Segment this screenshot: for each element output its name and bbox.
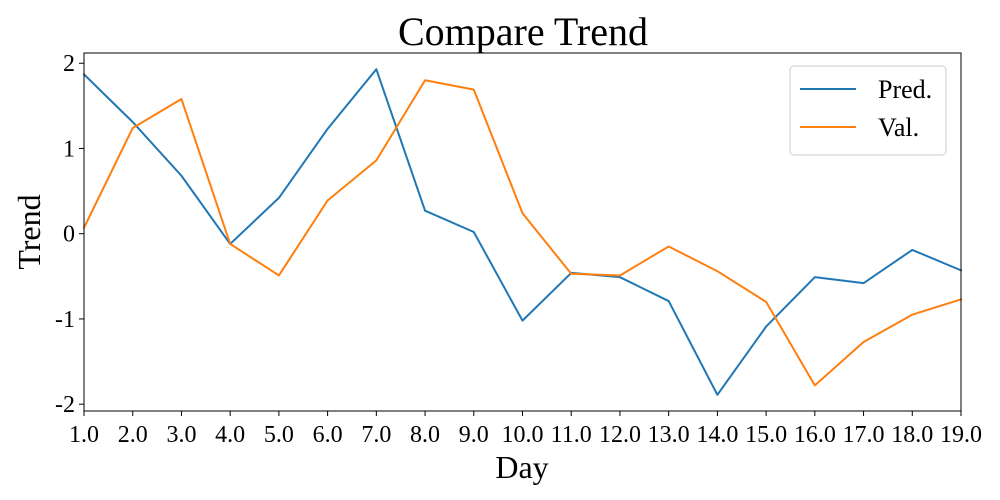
- y-axis: 2 1 0 -1 -2: [55, 51, 84, 418]
- series-line-2: [82, 79, 963, 387]
- x-tick-label: 19.0: [940, 422, 982, 448]
- x-axis: 1.0 2.0 3.0 4.0 5.0 6.0 7.0 8.0 9.0 10.0 11.0 12.0 1…: [69, 411, 982, 448]
- x-tick-label: 9.0: [459, 422, 489, 448]
- x-tick-label: 15.0: [745, 422, 787, 448]
- series-layer: [82, 68, 963, 396]
- x-axis-label: Day: [495, 449, 548, 485]
- y-tick-label: -2: [55, 392, 75, 418]
- chart-title: Compare Trend: [398, 9, 648, 54]
- x-tick-label: 5.0: [264, 422, 294, 448]
- x-tick-label: 2.0: [118, 422, 148, 448]
- x-tick-label: 18.0: [891, 422, 933, 448]
- y-tick-label: -1: [55, 307, 75, 333]
- x-tick-label: 6.0: [313, 422, 343, 448]
- x-tick-label: 4.0: [215, 422, 245, 448]
- y-tick-label: 2: [63, 51, 75, 77]
- x-tick-label: 16.0: [794, 422, 836, 448]
- x-tick-label: 1.0: [69, 422, 99, 448]
- y-tick-label: 0: [63, 222, 75, 248]
- x-tick-label: 8.0: [410, 422, 440, 448]
- x-tick-label: 10.0: [502, 422, 544, 448]
- x-tick-label: 17.0: [843, 422, 885, 448]
- legend-label: Val.: [878, 113, 919, 142]
- legend-label: Pred.: [878, 75, 932, 104]
- x-tick-label: 3.0: [166, 422, 196, 448]
- y-tick-label: 1: [63, 136, 75, 162]
- x-tick-label: 13.0: [648, 422, 690, 448]
- x-tick-label: 12.0: [599, 422, 641, 448]
- x-tick-label: 11.0: [551, 422, 592, 448]
- y-axis-label: Trend: [11, 194, 47, 269]
- x-tick-label: 7.0: [361, 422, 391, 448]
- x-tick-label: 14.0: [696, 422, 738, 448]
- legend: Pred. Val.: [789, 65, 947, 156]
